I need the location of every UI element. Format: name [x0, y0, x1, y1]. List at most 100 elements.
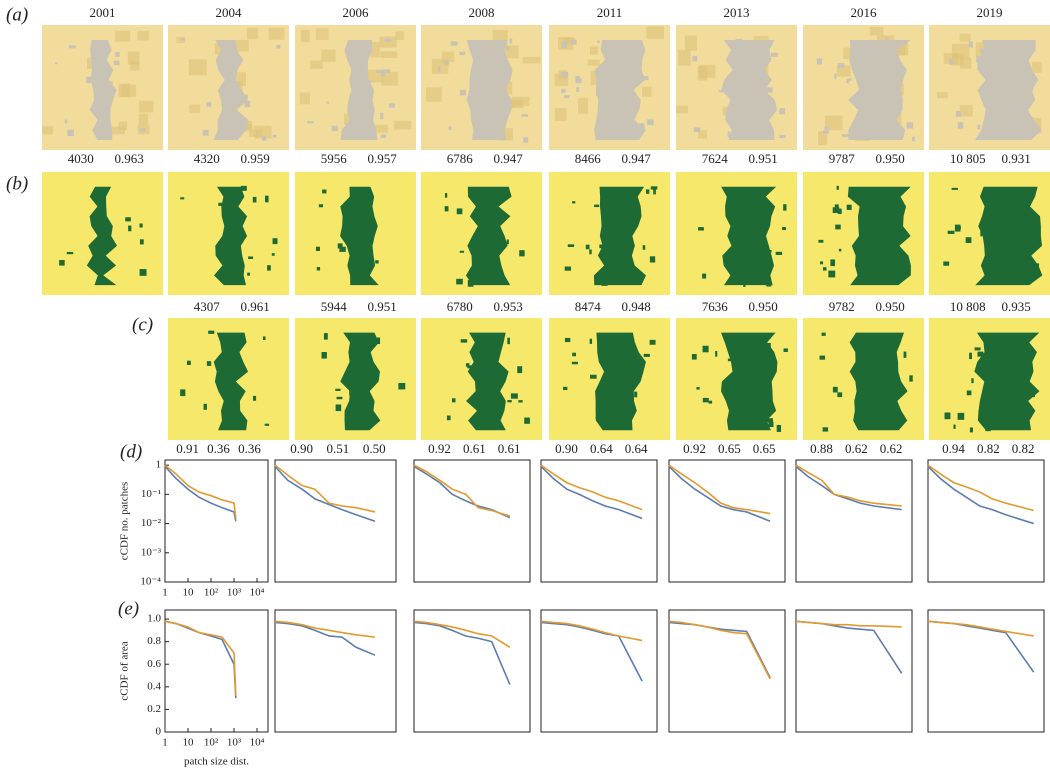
map-patch: [468, 280, 474, 287]
map-patch: [461, 339, 467, 342]
series-line: [541, 465, 642, 509]
map-patch: [871, 77, 874, 83]
map-patch: [736, 189, 740, 193]
map-texture: [137, 31, 149, 40]
series-line: [541, 622, 642, 681]
panel-label: (b): [6, 173, 28, 194]
map-patch: [488, 248, 494, 251]
map-texture: [121, 85, 136, 97]
map-patch: [994, 233, 997, 238]
metric: 0.94: [942, 441, 965, 456]
map-patch: [140, 128, 146, 131]
map-patch: [466, 363, 469, 366]
map-patch: [1003, 405, 1010, 408]
map-texture: [588, 60, 600, 66]
map-patch: [563, 387, 567, 390]
map-patch: [1010, 135, 1014, 139]
map-patch: [650, 340, 656, 345]
map-patch: [897, 252, 902, 257]
map-patch: [901, 40, 907, 45]
map-patch: [562, 42, 567, 49]
x-tick-label: 10³: [227, 587, 242, 599]
map-patch: [1008, 229, 1015, 234]
y-axis-label: cCDF of area: [119, 641, 131, 700]
x-tick-label: 10: [183, 587, 195, 599]
map-patch: [715, 351, 717, 357]
map-patch: [345, 218, 349, 221]
map-patch: [524, 418, 530, 424]
map-patch: [987, 121, 992, 127]
map-patch: [994, 350, 1001, 354]
map-texture: [130, 62, 140, 71]
map-texture: [379, 37, 396, 48]
year-label: 2004: [216, 5, 243, 20]
panel-label: (e): [118, 598, 139, 619]
year-label: 2006: [343, 5, 370, 20]
map-patch: [222, 123, 229, 129]
map-patch: [989, 385, 993, 390]
map-patch: [1019, 398, 1026, 404]
map-patch: [824, 126, 828, 130]
map-patch: [601, 279, 607, 286]
map-patch: [128, 226, 131, 232]
map-patch: [1024, 214, 1030, 221]
map-patch: [263, 336, 266, 340]
map-patch: [744, 423, 749, 425]
map-patch: [766, 282, 771, 287]
metric: 7636: [702, 299, 729, 314]
map-texture: [678, 50, 691, 66]
map-patch: [969, 41, 973, 47]
map-patch: [386, 69, 390, 72]
map-patch: [355, 124, 361, 130]
map-patch: [181, 38, 185, 40]
series-line: [796, 466, 902, 509]
metric: 0.931: [1001, 151, 1030, 166]
map-patch: [830, 259, 835, 266]
map-patch: [989, 100, 995, 107]
map-patch: [494, 113, 496, 119]
map-patch: [1013, 375, 1017, 378]
map-patch: [180, 389, 185, 396]
map-patch: [833, 387, 838, 393]
map-patch: [326, 101, 329, 103]
map-texture: [236, 40, 249, 52]
metric: 9787: [829, 151, 856, 166]
map-patch: [945, 412, 951, 419]
map-patch: [1004, 103, 1009, 107]
map-patch: [643, 245, 646, 250]
map-patch: [204, 404, 207, 410]
map-patch: [632, 121, 636, 127]
metric: 5956: [321, 151, 348, 166]
map-patch: [784, 348, 788, 352]
map-patch: [506, 46, 509, 50]
map-patch: [572, 353, 576, 357]
map-patch: [125, 217, 131, 221]
map-patch: [449, 126, 452, 130]
plot-frame: [414, 460, 530, 582]
map-patch: [366, 241, 372, 247]
metric: 8466: [575, 151, 602, 166]
map-patch: [1036, 263, 1039, 268]
map-texture: [395, 31, 404, 40]
map-patch: [970, 427, 973, 432]
map-patch: [839, 249, 841, 252]
map-patch: [228, 87, 233, 93]
map-patch: [761, 265, 763, 270]
map-patch: [262, 136, 266, 140]
map-patch: [729, 209, 733, 212]
map-patch: [909, 375, 912, 381]
y-tick-label: 0.6: [147, 658, 161, 670]
map-patch: [364, 393, 370, 399]
map-patch: [991, 205, 996, 210]
map-patch: [501, 80, 505, 87]
map-patch: [743, 281, 745, 287]
metric: 0.65: [718, 441, 741, 456]
map-patch: [874, 385, 879, 388]
map-patch: [1008, 396, 1011, 402]
map-patch: [892, 108, 899, 112]
metric: 0.948: [621, 299, 650, 314]
map-patch: [992, 247, 995, 253]
map-patch: [276, 45, 280, 49]
map-patch: [847, 79, 850, 83]
map-patch: [871, 360, 876, 366]
